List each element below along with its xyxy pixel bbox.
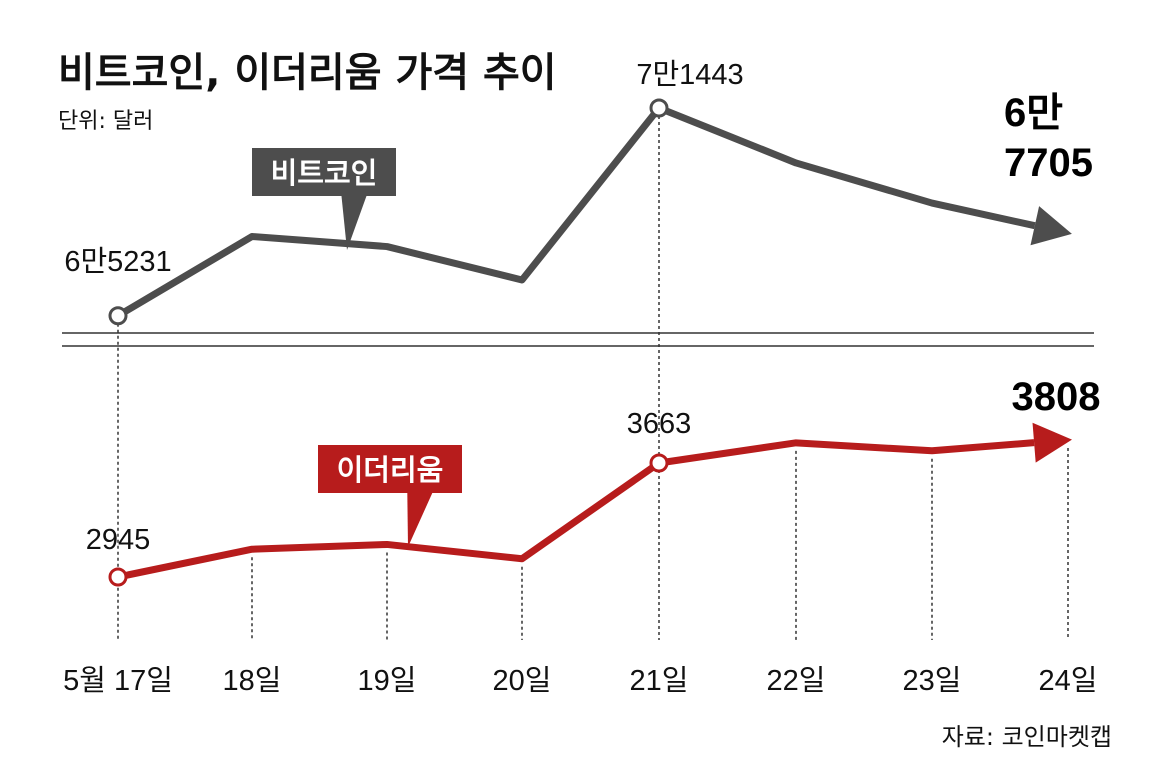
bitcoin-arrowhead bbox=[1030, 206, 1072, 246]
bitcoin-tag-label: 비트코인 bbox=[271, 156, 378, 190]
source-note: 자료: 코인마켓캡 bbox=[942, 723, 1112, 751]
bitcoin-line bbox=[116, 104, 1036, 319]
x-tick-label: 23일 bbox=[903, 665, 962, 697]
bitcoin-point-marker bbox=[649, 98, 669, 118]
ethereum-start-value-label: 2945 bbox=[86, 524, 151, 556]
bitcoin-series-tag: 비트코인 bbox=[252, 148, 396, 250]
ethereum-point-marker bbox=[649, 453, 669, 473]
x-tick-label: 21일 bbox=[630, 665, 689, 697]
x-tick-label: 18일 bbox=[223, 665, 282, 697]
ethereum-series-tag: 이더리움 bbox=[318, 445, 462, 547]
x-tick-label: 20일 bbox=[493, 665, 552, 697]
ethereum-tag-pointer bbox=[407, 491, 434, 547]
bitcoin-tag-pointer bbox=[341, 194, 368, 250]
bitcoin-peak-value-label: 7만1443 bbox=[636, 59, 743, 91]
x-tick-label: 19일 bbox=[358, 665, 417, 697]
bitcoin-tag-box bbox=[252, 148, 396, 196]
ethereum-arrowhead bbox=[1032, 422, 1072, 463]
chart-title: 비트코인, 이더리움 가격 추이 bbox=[58, 50, 557, 96]
ethereum-line bbox=[117, 439, 1035, 581]
bitcoin-end-value-label: 6만 bbox=[1004, 91, 1063, 135]
bitcoin-point-marker bbox=[108, 306, 128, 326]
x-tick-label: 24일 bbox=[1039, 665, 1098, 697]
bitcoin-end-value-label: 7705 bbox=[1004, 141, 1093, 185]
x-tick-label: 5월 17일 bbox=[63, 664, 173, 697]
x-tick-label: 22일 bbox=[767, 665, 826, 697]
ethereum-point-marker bbox=[108, 567, 128, 587]
ethereum-peak-value-label: 3663 bbox=[627, 408, 692, 440]
unit-label: 단위: 달러 bbox=[58, 109, 153, 134]
ethereum-tag-box bbox=[318, 445, 462, 493]
ethereum-end-value-label: 3808 bbox=[1012, 375, 1101, 419]
ethereum-tag-label: 이더리움 bbox=[337, 453, 444, 487]
bitcoin-start-value-label: 6만5231 bbox=[64, 246, 171, 278]
